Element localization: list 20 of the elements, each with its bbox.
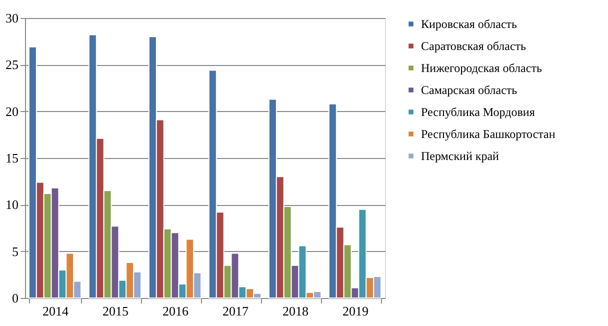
y-tick-label: 10	[6, 197, 18, 212]
x-tick-label: 2014	[42, 304, 69, 318]
x-tick-label: 2016	[162, 304, 189, 318]
legend-label: Пермский край	[421, 149, 500, 163]
y-tick-label: 30	[6, 10, 18, 26]
x-tick-label: 2015	[102, 304, 128, 318]
legend-label: Саратовская область	[421, 39, 527, 53]
y-tick-label: 0	[12, 290, 18, 306]
legend-label: Кировская область	[421, 17, 518, 31]
y-tick-label: 5	[12, 244, 18, 259]
y-tick-label: 15	[6, 150, 18, 166]
x-tick-label: 2019	[342, 304, 368, 318]
y-tick-label: 20	[6, 104, 18, 119]
legend-label: Республика Мордовия	[421, 105, 536, 119]
legend-label: Республика Башкортостан	[421, 127, 556, 141]
x-tick-label: 2018	[282, 304, 308, 318]
legend-label: Нижегородская область	[421, 61, 542, 75]
x-tick-label: 2017	[222, 304, 249, 318]
y-tick-label: 25	[6, 57, 18, 72]
legend-label: Самарская область	[421, 83, 518, 97]
